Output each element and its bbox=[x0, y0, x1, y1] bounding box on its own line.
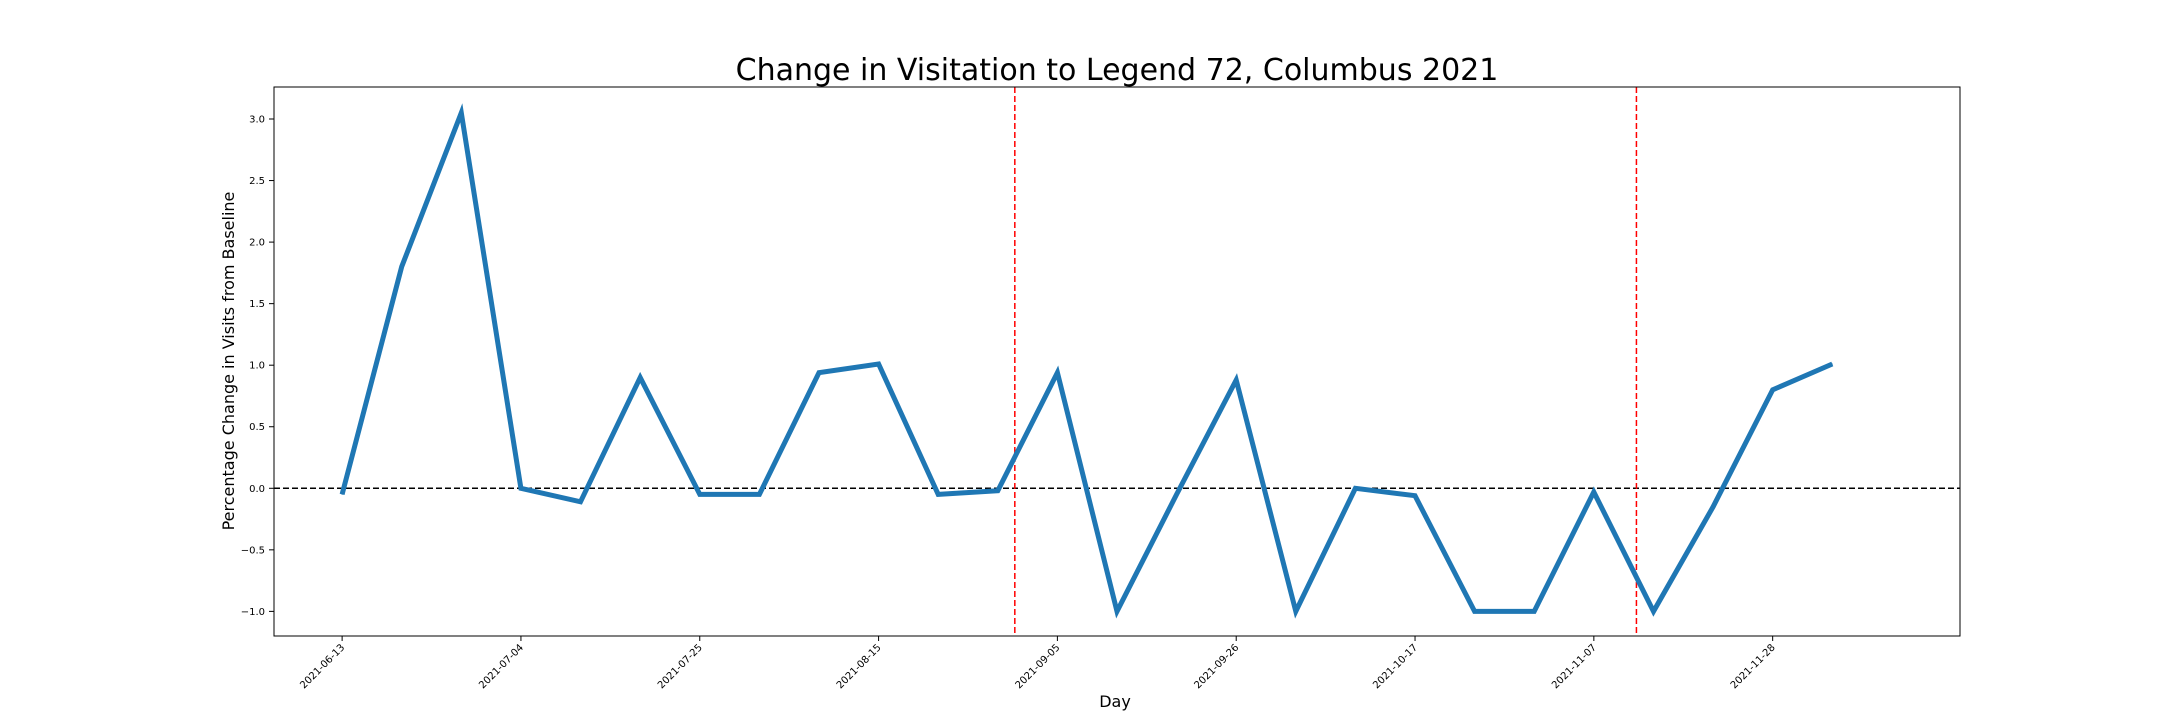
data-point bbox=[639, 377, 641, 378]
data-point bbox=[460, 112, 462, 114]
data-point bbox=[1653, 610, 1654, 612]
data-point bbox=[1176, 493, 1178, 495]
y-tick-label: −0.5 bbox=[241, 545, 265, 556]
x-tick-label: 2021-11-28 bbox=[1729, 642, 1778, 691]
y-tick-label: 0.0 bbox=[249, 484, 265, 495]
y-tick-label: 1.0 bbox=[249, 361, 265, 372]
data-point bbox=[1295, 610, 1297, 612]
y-tick-label: 2.5 bbox=[249, 176, 265, 187]
y-tick-label: −1.0 bbox=[241, 607, 265, 618]
reference-lines bbox=[274, 87, 1960, 636]
y-tick-label: 2.0 bbox=[249, 238, 265, 249]
data-point bbox=[341, 493, 343, 495]
data-point bbox=[1772, 389, 1774, 391]
data-point bbox=[699, 493, 701, 495]
data-point bbox=[1712, 506, 1714, 508]
data-point bbox=[1593, 491, 1595, 493]
data-point bbox=[1474, 610, 1476, 612]
chart-title: Change in Visitation to Legend 72, Colum… bbox=[736, 53, 1499, 88]
x-axis: 2021-06-13 2021-07-04 2021-07-25 2021-08-15… bbox=[298, 636, 1778, 691]
y-tick-label: 0.5 bbox=[249, 422, 265, 433]
y-tick-label: 3.0 bbox=[249, 115, 265, 126]
data-point bbox=[1414, 495, 1416, 497]
data-point bbox=[1235, 379, 1237, 381]
x-tick-label: 2021-09-05 bbox=[1014, 642, 1063, 691]
data-point bbox=[1354, 487, 1356, 489]
x-tick-label: 2021-09-26 bbox=[1192, 642, 1241, 691]
y-axis: 3.0 2.5 2.0 1.5 1.0 0.5 0.0 −0.5 −1.0 bbox=[241, 115, 274, 618]
data-point bbox=[878, 363, 880, 365]
data-point bbox=[818, 372, 820, 374]
data-point bbox=[520, 487, 522, 489]
series-line-0 bbox=[339, 103, 1834, 619]
data-point bbox=[758, 493, 760, 495]
x-tick-label: 2021-08-15 bbox=[835, 642, 884, 691]
data-point bbox=[401, 266, 403, 268]
x-tick-label: 2021-10-17 bbox=[1371, 642, 1420, 691]
y-axis-label: Percentage Change in Visits from Baselin… bbox=[219, 192, 238, 531]
plot-frame bbox=[273, 86, 1961, 637]
x-tick-label: 2021-06-13 bbox=[298, 642, 347, 691]
data-point bbox=[580, 501, 581, 503]
y-tick-label: 1.5 bbox=[249, 299, 265, 310]
x-tick-label: 2021-11-07 bbox=[1550, 642, 1599, 691]
data-point bbox=[1056, 372, 1058, 374]
data-point bbox=[937, 493, 939, 495]
data-point bbox=[1116, 610, 1118, 612]
data-point bbox=[997, 490, 999, 492]
x-tick-label: 2021-07-25 bbox=[656, 642, 705, 691]
series-layer bbox=[339, 103, 1834, 619]
x-axis-label: Day bbox=[1099, 692, 1131, 711]
data-point bbox=[1533, 610, 1535, 612]
data-point bbox=[1831, 363, 1833, 365]
x-tick-label: 2021-07-04 bbox=[477, 642, 526, 691]
